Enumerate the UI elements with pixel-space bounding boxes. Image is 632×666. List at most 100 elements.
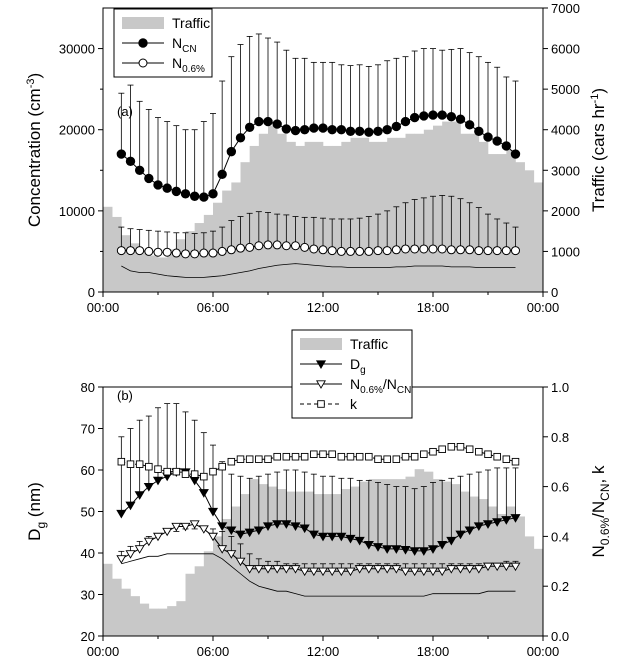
data-point bbox=[493, 452, 501, 461]
data-point bbox=[181, 249, 190, 259]
data-point bbox=[502, 455, 511, 463]
data-point bbox=[317, 532, 329, 542]
x-tick-label: 12:00 bbox=[307, 644, 340, 659]
y-tick-label: 0 bbox=[88, 285, 95, 300]
data-point bbox=[336, 567, 347, 577]
data-point bbox=[134, 165, 145, 175]
data-point bbox=[290, 522, 301, 532]
y2-tick-label: 3000 bbox=[551, 163, 580, 178]
traffic-bar bbox=[423, 471, 434, 636]
traffic-bar bbox=[460, 491, 470, 636]
data-point bbox=[437, 110, 447, 120]
data-point bbox=[510, 514, 521, 523]
traffic-bar bbox=[423, 129, 434, 292]
data-point bbox=[447, 443, 456, 451]
traffic-bar bbox=[185, 231, 195, 292]
traffic-bar bbox=[350, 137, 360, 292]
data-point bbox=[299, 567, 310, 577]
data-point bbox=[391, 245, 401, 255]
legend-marker bbox=[315, 360, 327, 369]
traffic-bar bbox=[405, 133, 415, 292]
data-point bbox=[400, 546, 411, 555]
traffic-bar bbox=[433, 125, 443, 293]
data-point bbox=[217, 246, 227, 256]
data-point bbox=[135, 460, 144, 468]
data-point bbox=[446, 536, 457, 546]
data-point bbox=[273, 452, 281, 461]
data-point bbox=[282, 452, 291, 461]
data-point bbox=[171, 248, 181, 258]
legend-swatch bbox=[122, 17, 164, 29]
traffic-bar bbox=[167, 249, 177, 292]
traffic-bar bbox=[286, 491, 296, 636]
y2-axis-label: N0.6%/NCN, k bbox=[589, 465, 612, 557]
data-point bbox=[208, 248, 218, 258]
traffic-bar bbox=[258, 484, 269, 636]
data-point bbox=[336, 246, 346, 256]
data-point bbox=[346, 246, 355, 256]
traffic-bar bbox=[112, 216, 122, 292]
traffic-bar bbox=[240, 162, 250, 292]
traffic-bar bbox=[258, 133, 269, 292]
data-point bbox=[235, 557, 246, 567]
traffic-bar bbox=[515, 162, 525, 292]
data-point bbox=[382, 125, 392, 135]
data-point bbox=[290, 565, 301, 574]
x-tick-label: 18:00 bbox=[417, 644, 450, 659]
data-point bbox=[327, 246, 337, 256]
data-point bbox=[364, 246, 374, 256]
data-point bbox=[382, 565, 393, 574]
data-point bbox=[236, 455, 245, 463]
traffic-bar bbox=[103, 563, 113, 636]
y-tick-label: 20 bbox=[81, 629, 95, 644]
traffic-bar bbox=[176, 601, 186, 636]
data-point bbox=[473, 522, 484, 532]
traffic-bar bbox=[451, 484, 461, 636]
data-point bbox=[337, 452, 346, 461]
traffic-bar bbox=[277, 133, 287, 292]
data-point bbox=[245, 455, 254, 463]
data-point bbox=[226, 146, 237, 157]
data-point bbox=[482, 520, 494, 529]
data-point bbox=[262, 522, 274, 532]
data-point bbox=[154, 465, 162, 473]
panel-label: (a) bbox=[117, 104, 133, 119]
data-point bbox=[189, 191, 200, 201]
traffic-bar bbox=[433, 479, 443, 636]
data-point bbox=[290, 125, 301, 136]
data-point bbox=[465, 245, 475, 255]
data-point bbox=[373, 126, 383, 137]
data-point bbox=[254, 241, 264, 251]
data-point bbox=[456, 245, 465, 255]
data-point bbox=[171, 522, 182, 532]
data-point bbox=[309, 123, 319, 133]
y-tick-label: 60 bbox=[81, 463, 95, 478]
traffic-bar bbox=[378, 479, 388, 636]
traffic-bar bbox=[277, 489, 287, 636]
traffic-bar bbox=[139, 251, 150, 292]
y2-tick-label: 2000 bbox=[551, 204, 580, 219]
traffic-bar bbox=[368, 141, 379, 292]
data-point bbox=[464, 565, 475, 574]
traffic-bar bbox=[478, 141, 489, 292]
traffic-bar bbox=[313, 494, 324, 636]
data-point bbox=[354, 565, 365, 574]
traffic-bar bbox=[497, 154, 507, 292]
traffic-bar bbox=[488, 506, 498, 636]
data-point bbox=[163, 467, 171, 476]
data-point bbox=[245, 242, 255, 252]
traffic-bar bbox=[323, 494, 333, 636]
data-point bbox=[484, 450, 492, 458]
traffic-bar bbox=[341, 489, 351, 636]
data-point bbox=[354, 126, 365, 137]
error-lower-envelope bbox=[121, 263, 516, 278]
data-point bbox=[190, 249, 200, 259]
data-point bbox=[263, 116, 273, 127]
data-point bbox=[438, 445, 446, 454]
traffic-bar bbox=[213, 536, 223, 636]
y-tick-label: 20000 bbox=[59, 123, 95, 138]
traffic-bar bbox=[286, 141, 296, 292]
traffic-bar bbox=[387, 479, 397, 636]
